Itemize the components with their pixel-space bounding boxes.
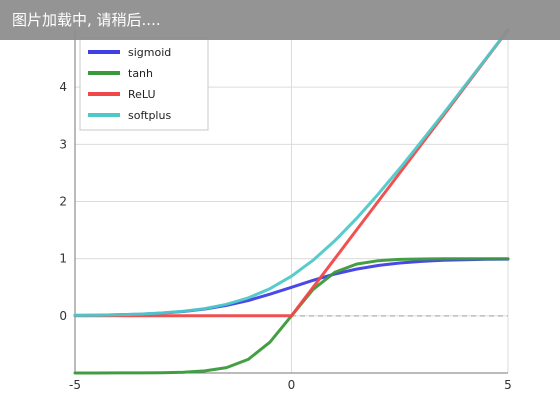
x-tick-label: -5: [69, 378, 81, 392]
legend: sigmoid tanh ReLU softplus: [79, 37, 209, 131]
y-tick-label: 2: [59, 195, 67, 209]
legend-label-tanh: tanh: [128, 67, 153, 80]
x-tick-label: 0: [288, 378, 296, 392]
loading-banner: 图片加载中, 请稍后....: [0, 0, 560, 40]
tick-labels: -5 0 5 0 1 2 3 4: [59, 80, 511, 392]
y-tick-label: 3: [59, 137, 67, 151]
x-tick-label: 5: [504, 378, 512, 392]
series-line-softplus: [73, 28, 510, 317]
y-tick-label: 4: [59, 80, 67, 94]
legend-label-relu: ReLU: [128, 88, 156, 101]
y-tick-label: 1: [59, 252, 67, 266]
y-tick-label: 0: [59, 309, 67, 323]
series-lines: [73, 28, 510, 375]
legend-label-sigmoid: sigmoid: [128, 46, 171, 59]
legend-label-softplus: softplus: [128, 109, 171, 122]
